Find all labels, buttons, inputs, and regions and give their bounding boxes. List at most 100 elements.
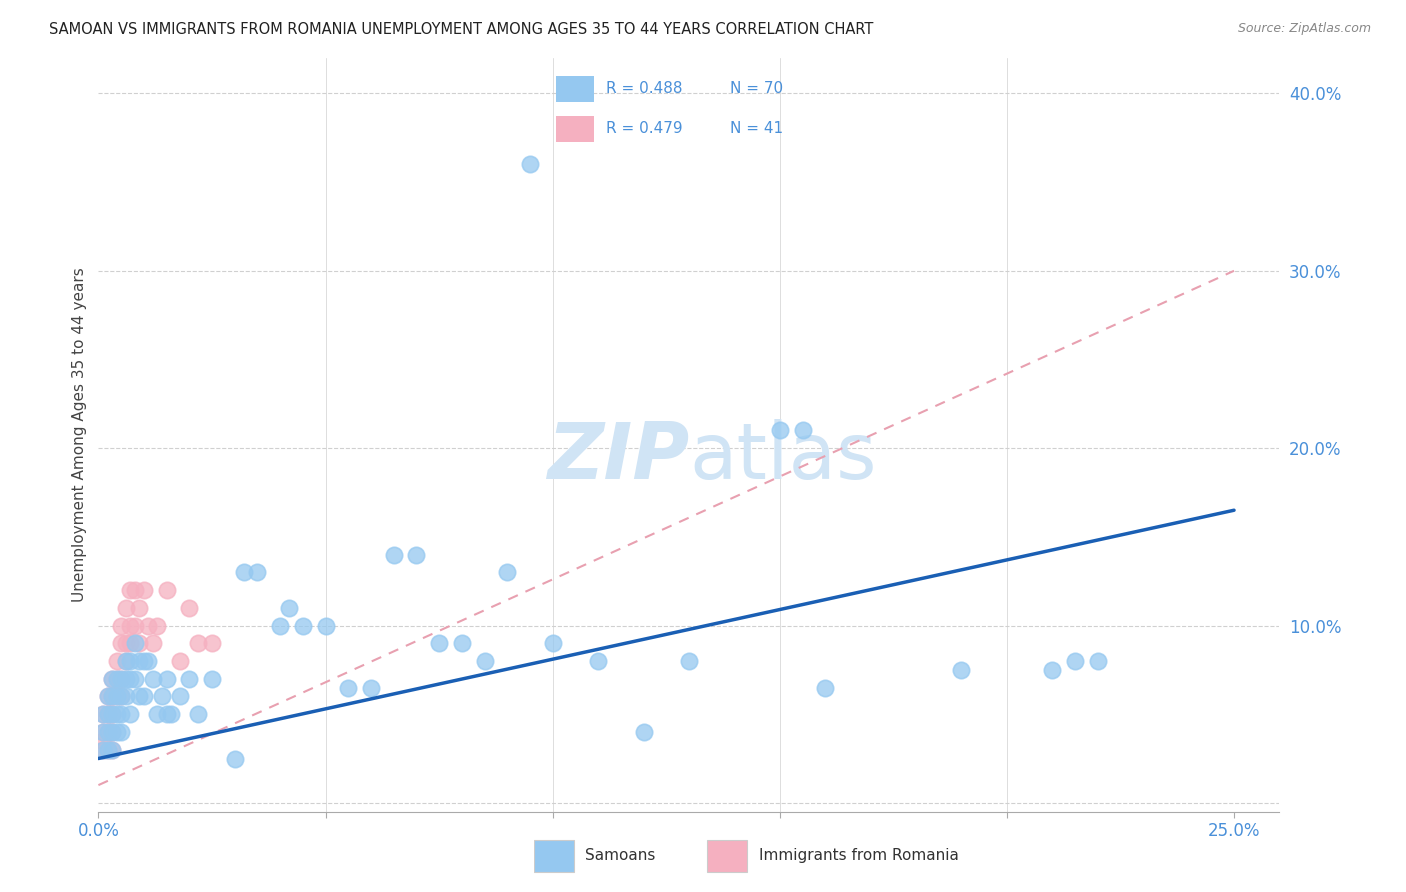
Point xyxy=(101,690,124,704)
Point xyxy=(96,690,118,704)
Point xyxy=(142,672,165,686)
Point xyxy=(155,582,177,597)
Point xyxy=(201,636,224,650)
Point xyxy=(138,618,160,632)
Point xyxy=(114,636,136,650)
Point xyxy=(110,725,132,739)
Text: atlas: atlas xyxy=(689,419,876,495)
Point xyxy=(405,548,427,562)
Point xyxy=(124,582,146,597)
Point xyxy=(169,654,191,668)
Text: Source: ZipAtlas.com: Source: ZipAtlas.com xyxy=(1237,22,1371,36)
Point xyxy=(179,600,201,615)
Point xyxy=(769,424,792,438)
Point xyxy=(105,672,128,686)
Point xyxy=(201,672,224,686)
Point xyxy=(450,636,472,650)
Point xyxy=(105,725,128,739)
Point xyxy=(101,707,124,722)
Point xyxy=(114,690,136,704)
Point xyxy=(1064,654,1087,668)
Point xyxy=(814,681,837,695)
Point xyxy=(101,742,124,756)
Point xyxy=(541,636,564,650)
Point xyxy=(110,690,132,704)
Point xyxy=(91,707,114,722)
Point xyxy=(132,654,155,668)
Point xyxy=(96,707,118,722)
Point xyxy=(110,672,132,686)
Point xyxy=(792,424,814,438)
Point xyxy=(101,690,124,704)
Bar xyxy=(534,840,574,872)
Point xyxy=(120,618,142,632)
Point xyxy=(101,690,124,704)
Point xyxy=(120,654,142,668)
Text: ZIP: ZIP xyxy=(547,419,689,495)
Point xyxy=(91,742,114,756)
Point xyxy=(1087,654,1109,668)
Point xyxy=(101,725,124,739)
Point xyxy=(146,707,169,722)
Point xyxy=(96,725,118,739)
Point xyxy=(128,654,150,668)
Point xyxy=(138,654,160,668)
Point xyxy=(110,707,132,722)
Point xyxy=(146,618,169,632)
Point xyxy=(96,690,118,704)
Point xyxy=(114,654,136,668)
Point xyxy=(950,663,973,677)
Point xyxy=(91,742,114,756)
Point xyxy=(128,600,150,615)
Point xyxy=(360,681,382,695)
Point xyxy=(155,672,177,686)
Point xyxy=(519,157,541,171)
Point xyxy=(160,707,183,722)
Point xyxy=(150,690,173,704)
Point xyxy=(120,636,142,650)
Bar xyxy=(707,840,747,872)
Text: SAMOAN VS IMMIGRANTS FROM ROMANIA UNEMPLOYMENT AMONG AGES 35 TO 44 YEARS CORRELA: SAMOAN VS IMMIGRANTS FROM ROMANIA UNEMPL… xyxy=(49,22,873,37)
Point xyxy=(128,690,150,704)
Point xyxy=(269,618,291,632)
Point xyxy=(91,707,114,722)
Y-axis label: Unemployment Among Ages 35 to 44 years: Unemployment Among Ages 35 to 44 years xyxy=(72,268,87,602)
Point xyxy=(124,636,146,650)
Point xyxy=(101,707,124,722)
Point xyxy=(474,654,496,668)
Point xyxy=(101,742,124,756)
Point xyxy=(427,636,450,650)
Point xyxy=(105,707,128,722)
Point xyxy=(101,672,124,686)
Point xyxy=(105,690,128,704)
Point xyxy=(315,618,337,632)
Point xyxy=(110,636,132,650)
Point xyxy=(633,725,655,739)
Point xyxy=(169,690,191,704)
Point xyxy=(278,600,301,615)
Point xyxy=(91,725,114,739)
Point xyxy=(91,733,114,747)
Point xyxy=(124,618,146,632)
Point xyxy=(586,654,609,668)
Point xyxy=(110,672,132,686)
Point xyxy=(91,725,114,739)
Point xyxy=(110,618,132,632)
Point xyxy=(96,742,118,756)
Point xyxy=(96,725,118,739)
Point xyxy=(224,751,246,765)
Point xyxy=(114,654,136,668)
Point xyxy=(291,618,314,632)
Text: Samoans: Samoans xyxy=(585,848,655,863)
Point xyxy=(132,582,155,597)
Point xyxy=(187,636,209,650)
Point xyxy=(101,672,124,686)
Point xyxy=(96,707,118,722)
Point xyxy=(1040,663,1063,677)
Point xyxy=(105,654,128,668)
Point xyxy=(337,681,360,695)
Point xyxy=(114,672,136,686)
Point xyxy=(120,707,142,722)
Point xyxy=(105,672,128,686)
Point xyxy=(128,636,150,650)
